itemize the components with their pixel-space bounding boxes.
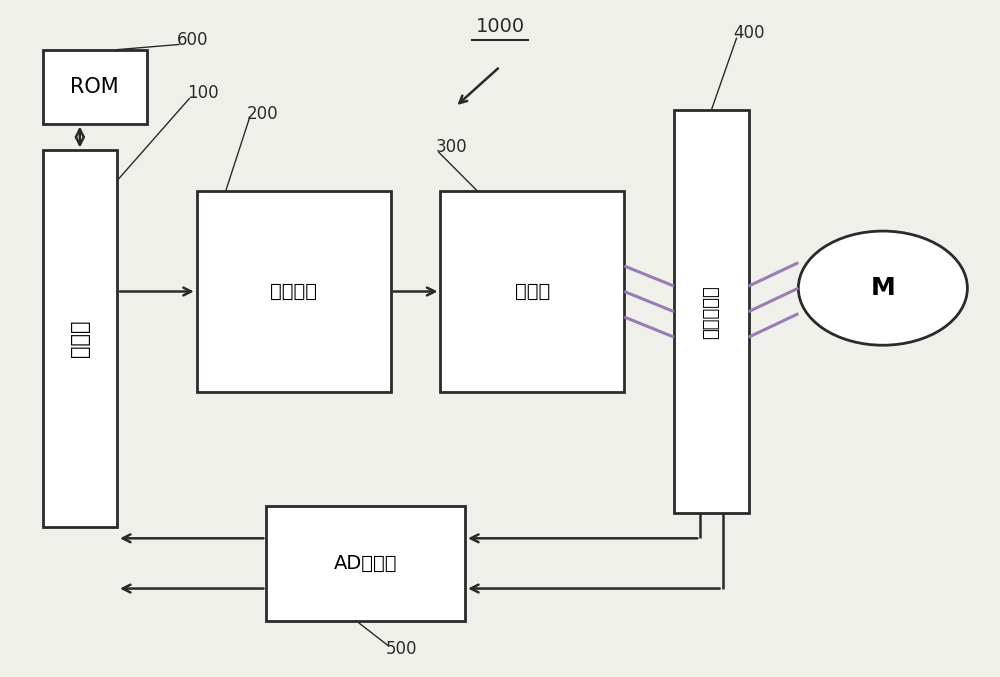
Text: 200: 200 xyxy=(246,104,278,123)
Text: AD转换器: AD转换器 xyxy=(334,554,398,573)
Text: 600: 600 xyxy=(177,30,208,49)
FancyBboxPatch shape xyxy=(266,506,465,621)
Circle shape xyxy=(798,231,967,345)
FancyBboxPatch shape xyxy=(440,191,624,392)
Text: 电流传感器: 电流传感器 xyxy=(702,285,720,338)
Text: ROM: ROM xyxy=(70,77,119,97)
FancyBboxPatch shape xyxy=(674,110,749,513)
FancyBboxPatch shape xyxy=(43,150,117,527)
Text: M: M xyxy=(870,276,895,300)
Text: 300: 300 xyxy=(435,138,467,156)
FancyBboxPatch shape xyxy=(197,191,391,392)
FancyBboxPatch shape xyxy=(43,50,147,124)
Text: 控制器: 控制器 xyxy=(70,320,90,357)
Text: 驱动电路: 驱动电路 xyxy=(270,282,317,301)
Text: 500: 500 xyxy=(386,640,417,658)
Text: 400: 400 xyxy=(734,24,765,42)
Text: 逆变器: 逆变器 xyxy=(515,282,550,301)
Text: 1000: 1000 xyxy=(475,18,525,37)
Text: 100: 100 xyxy=(187,85,218,102)
